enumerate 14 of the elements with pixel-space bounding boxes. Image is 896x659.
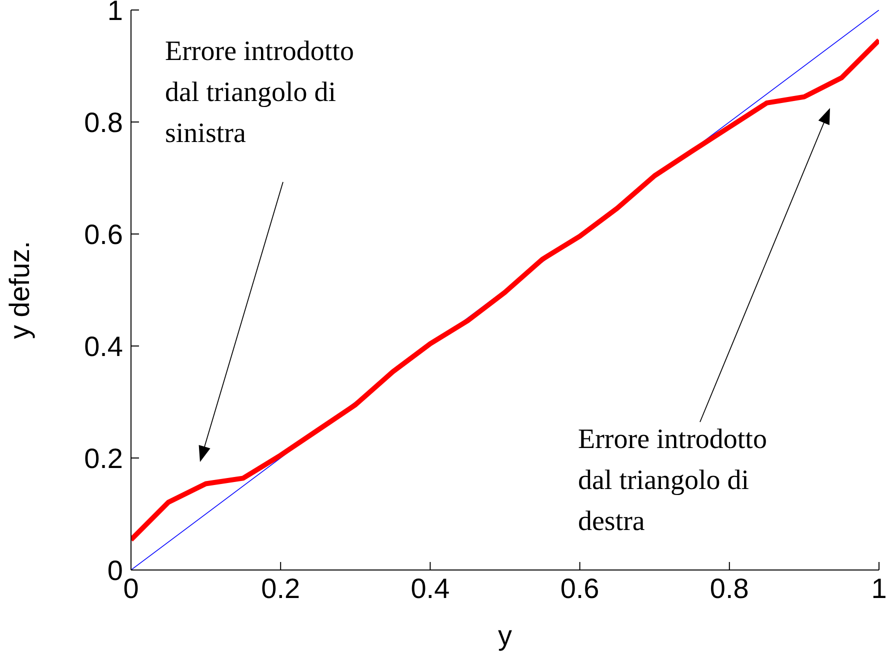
x-tick-label: 0.6	[560, 572, 600, 604]
y-tick-label: 0.2	[84, 442, 123, 474]
x-tick-label: 0.8	[710, 572, 749, 604]
x-axis-title: y	[498, 620, 512, 651]
y-tick-label: 0.8	[84, 106, 123, 138]
y-tick-label: 0.4	[84, 330, 123, 362]
annotation: Errore introdotto dal triangolo di destra	[578, 424, 767, 537]
annotation: Errore introdotto dal triangolo di sinistra	[165, 36, 354, 149]
x-tick-label: 0.2	[261, 572, 300, 604]
x-tick-label: 0.4	[410, 572, 450, 604]
y-tick-label: 1	[107, 0, 123, 26]
y-axis-title: y defuz.	[4, 240, 35, 340]
y-tick-label: 0.6	[84, 218, 123, 250]
x-tick-label: 1	[871, 572, 887, 604]
